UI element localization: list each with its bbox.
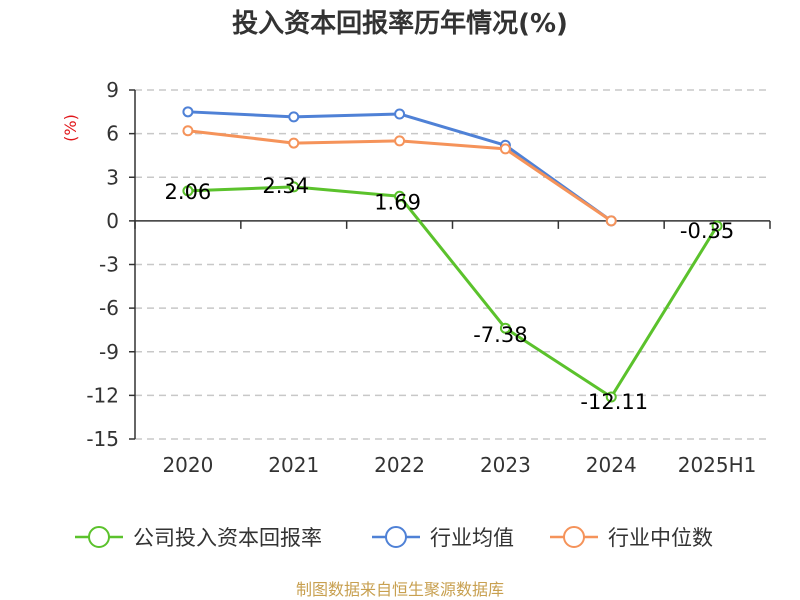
x-tick-label: 2020	[162, 453, 213, 477]
legend-marker-2	[563, 526, 585, 548]
x-tick-label: 2021	[268, 453, 319, 477]
axis-layer: 9 6 3 0 -3 -6 -9 -12 -15 2020 2021 2022 2023 2024 2025…	[86, 78, 771, 477]
series-line-0	[187, 185, 719, 399]
data-label: -0.35	[680, 219, 734, 243]
data-point	[605, 215, 617, 227]
data-point	[394, 108, 406, 120]
data-point	[182, 125, 194, 137]
data-point	[499, 143, 511, 155]
data-point	[394, 190, 406, 202]
data-point	[288, 111, 300, 123]
data-label: 1.69	[374, 190, 421, 214]
y-tick-label: -3	[99, 253, 119, 277]
data-point	[605, 391, 617, 403]
data-label: 2.06	[165, 180, 212, 204]
legend-marker-1	[385, 526, 407, 548]
y-tick-label: -15	[86, 427, 119, 451]
data-label: 2.34	[262, 174, 309, 198]
data-point	[711, 220, 723, 232]
x-tick-label: 2025H1	[678, 453, 757, 477]
legend-marker-0	[88, 526, 110, 548]
data-label: -12.11	[580, 390, 648, 414]
legend: 公司投入资本回报率 行业均值 行业中位数	[75, 526, 713, 550]
data-point	[288, 137, 300, 149]
data-label: -7.38	[473, 323, 527, 347]
y-tick-label: 3	[106, 165, 119, 189]
data-point	[288, 181, 300, 193]
data-point	[182, 185, 194, 197]
y-tick-label: -12	[86, 383, 119, 407]
y-tick-label: 9	[106, 78, 119, 102]
legend-label-0: 公司投入资本回报率	[133, 526, 322, 550]
x-tick-label: 2024	[586, 453, 637, 477]
data-point	[499, 322, 511, 334]
x-tick-label: 2023	[480, 453, 531, 477]
data-point	[394, 135, 406, 147]
legend-label-2: 行业中位数	[608, 526, 713, 550]
chart-title: 投入资本回报率历年情况(%)	[232, 8, 568, 39]
data-label-layer: 2.06 2.34 1.69 -7.38 -12.11 -0.35	[165, 174, 735, 414]
series-layer	[182, 106, 723, 403]
y-tick-label: 0	[106, 209, 119, 233]
y-tick-label: -6	[99, 296, 119, 320]
x-tick-label: 2022	[374, 453, 425, 477]
y-tick-label: -9	[99, 340, 119, 364]
legend-label-1: 行业均值	[430, 526, 514, 550]
source-note: 制图数据来自恒生聚源数据库	[296, 580, 504, 599]
y-axis-label: (%)	[61, 114, 80, 142]
y-tick-label: 6	[106, 122, 119, 146]
data-point	[182, 106, 194, 118]
